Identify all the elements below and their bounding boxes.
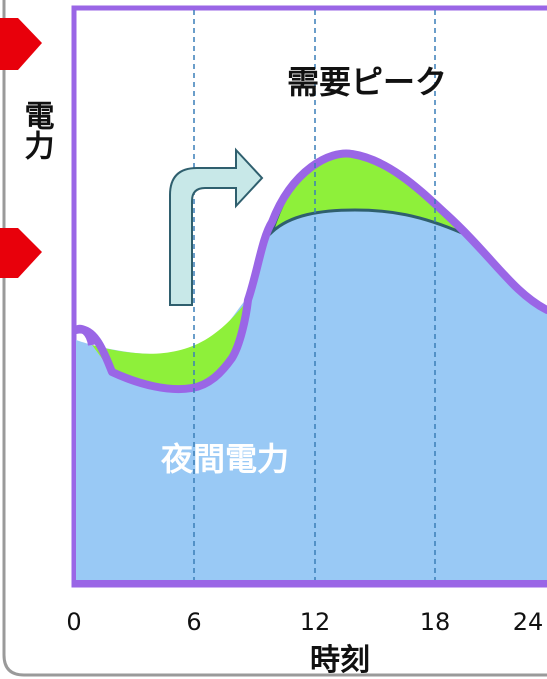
valley-fill-region (92, 300, 248, 388)
peak-demand-label: 需要ピーク (287, 63, 447, 101)
x-tick-18: 18 (420, 608, 451, 636)
x-tick-24: 24 (513, 608, 544, 636)
demand-curve (72, 149, 547, 394)
demand-area (76, 151, 547, 583)
night-power-label: 夜間電力 (160, 440, 289, 478)
shift-arrow-icon (169, 147, 264, 306)
x-tick-12: 12 (300, 608, 331, 636)
x-axis-label: 時刻 (310, 643, 370, 678)
red-marker-bottom (0, 228, 42, 278)
red-marker-top (0, 18, 42, 70)
y-axis-label: 電力 (19, 100, 55, 161)
x-tick-6: 6 (186, 608, 201, 636)
demand-curve-start (73, 324, 96, 346)
x-tick-0: 0 (66, 608, 81, 636)
